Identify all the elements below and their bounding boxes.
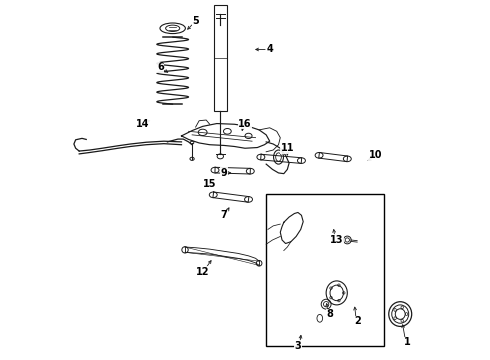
Bar [214,5,227,111]
Text: 6: 6 [157,62,164,72]
Text: 3: 3 [294,341,301,351]
Text: 8: 8 [326,309,333,319]
Text: 14: 14 [136,118,149,129]
Bar [266,194,384,346]
Text: 5: 5 [192,16,199,26]
Text: 7: 7 [220,210,227,220]
Text: 11: 11 [281,143,294,153]
Text: 10: 10 [369,150,382,160]
Text: 9: 9 [220,168,227,178]
Text: 2: 2 [355,316,361,326]
Text: 1: 1 [404,337,411,347]
Text: 16: 16 [238,118,252,129]
Text: 13: 13 [330,235,343,245]
Text: 15: 15 [203,179,217,189]
Text: 12: 12 [196,267,209,277]
Ellipse shape [190,157,194,161]
Ellipse shape [190,141,194,144]
Text: 4: 4 [267,45,273,54]
